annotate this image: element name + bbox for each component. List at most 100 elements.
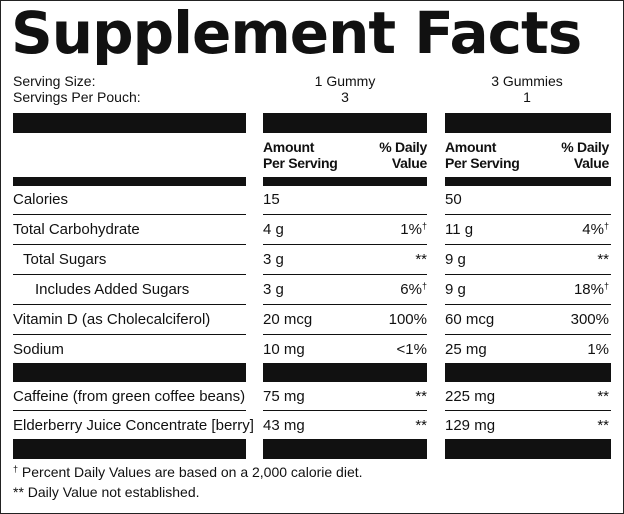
col2-amount: 225 mg	[445, 388, 496, 405]
dv-header-line2: Value	[391, 155, 427, 171]
col1-daily-value: 100%	[388, 311, 427, 328]
divider-bar	[263, 113, 427, 133]
amount-header-line2: Per Serving	[445, 155, 520, 171]
row-rule	[13, 304, 246, 305]
col1-daily-value: **	[415, 251, 427, 268]
col1-amount: 43 mg	[263, 417, 305, 434]
divider-bar	[263, 363, 427, 382]
divider-bar	[13, 113, 246, 133]
nutrient-name: Total Sugars	[23, 251, 107, 268]
row-rule	[263, 410, 427, 411]
row-rule	[445, 244, 611, 245]
col2-amount: 60 mcg	[445, 311, 495, 328]
amount-header-line2: Per Serving	[263, 155, 338, 171]
nutrient-name: Sodium	[13, 341, 64, 358]
col1-amount: 75 mg	[263, 388, 305, 405]
col1-servings-count: 3	[341, 89, 349, 105]
col2-daily-value: 4%†	[549, 221, 609, 239]
divider-bar	[445, 177, 611, 186]
col2-daily-value-header: % Daily Value	[549, 139, 609, 171]
col2-daily-value: 18%†	[549, 281, 609, 299]
serving-size-label: Serving Size:	[13, 73, 96, 89]
dv-header-line1: % Daily	[379, 139, 427, 155]
col1-daily-value-header: % Daily Value	[367, 139, 427, 171]
col2-serving-size: 3 Gummies	[491, 73, 563, 89]
panel-title: Supplement Facts	[11, 0, 582, 67]
servings-per-pouch-label: Servings Per Pouch:	[13, 89, 141, 105]
divider-bar	[13, 439, 246, 459]
amount-header-line1: Amount	[445, 139, 497, 155]
row-rule	[263, 244, 427, 245]
dv-value: 4%	[582, 221, 604, 238]
col2-daily-value: 300%	[570, 311, 609, 328]
row-rule	[445, 274, 611, 275]
col2-amount: 11 g	[445, 221, 474, 238]
row-rule	[263, 304, 427, 305]
dv-header-line1: % Daily	[561, 139, 609, 155]
col1-amount: 20 mcg	[263, 311, 313, 328]
divider-bar	[445, 363, 611, 382]
col2-daily-value: **	[597, 388, 609, 405]
col1-amount: 15	[263, 191, 280, 208]
dv-value: 1%	[400, 221, 422, 238]
col2-servings-count: 1	[523, 89, 531, 105]
col1-daily-value: **	[415, 388, 427, 405]
footnote-not-established: ** Daily Value not established.	[13, 484, 200, 500]
divider-bar	[263, 177, 427, 186]
col2-amount: 9 g	[445, 251, 466, 268]
dagger-mark: †	[421, 221, 427, 231]
col1-daily-value: **	[415, 417, 427, 434]
col2-daily-value: 1%	[587, 341, 609, 358]
col1-amount: 4 g	[263, 221, 284, 238]
col2-amount: 50	[445, 191, 462, 208]
col1-amount: 3 g	[263, 281, 284, 298]
row-rule	[13, 334, 246, 335]
col2-amount: 25 mg	[445, 341, 487, 358]
divider-bar	[263, 439, 427, 459]
row-rule	[445, 334, 611, 335]
dv-value: 6%	[400, 281, 422, 298]
col1-serving-size: 1 Gummy	[314, 73, 376, 89]
footnote-text: Percent Daily Values are based on a 2,00…	[18, 464, 363, 480]
dv-value: 18%	[573, 281, 604, 298]
nutrient-name: Vitamin D (as Cholecalciferol)	[13, 311, 211, 328]
col2-daily-value: **	[597, 251, 609, 268]
col1-amount-header: Amount Per Serving	[263, 139, 338, 171]
nutrient-name: Caffeine (from green coffee beans)	[13, 388, 246, 405]
row-rule	[445, 214, 611, 215]
row-rule	[13, 274, 246, 275]
nutrient-name: Total Carbohydrate	[13, 221, 140, 238]
dagger-mark: †	[603, 221, 609, 231]
row-rule	[445, 410, 611, 411]
col1-daily-value: <1%	[396, 341, 427, 358]
divider-bar	[445, 439, 611, 459]
amount-header-line1: Amount	[263, 139, 315, 155]
dagger-mark: †	[13, 464, 19, 474]
row-rule	[263, 214, 427, 215]
footnote-daily-value: † Percent Daily Values are based on a 2,…	[13, 464, 363, 481]
row-rule	[445, 304, 611, 305]
divider-bar	[445, 113, 611, 133]
col2-amount: 129 mg	[445, 417, 496, 434]
nutrient-name: Includes Added Sugars	[35, 281, 190, 298]
col2-amount: 9 g	[445, 281, 466, 298]
divider-bar	[13, 363, 246, 382]
nutrient-name: Calories	[13, 191, 69, 208]
row-rule	[263, 334, 427, 335]
nutrient-name: Elderberry Juice Concentrate [berry]	[13, 417, 254, 434]
col1-amount: 3 g	[263, 251, 284, 268]
col1-amount: 10 mg	[263, 341, 305, 358]
row-rule	[13, 244, 246, 245]
dagger-mark: †	[603, 281, 609, 291]
col2-daily-value: **	[597, 417, 609, 434]
divider-bar	[13, 177, 246, 186]
col1-daily-value: 6%†	[367, 281, 427, 299]
dagger-mark: †	[421, 281, 427, 291]
dv-header-line2: Value	[573, 155, 609, 171]
row-rule	[13, 410, 246, 411]
col2-amount-header: Amount Per Serving	[445, 139, 520, 171]
row-rule	[13, 214, 246, 215]
col1-daily-value: 1%†	[367, 221, 427, 239]
row-rule	[263, 274, 427, 275]
